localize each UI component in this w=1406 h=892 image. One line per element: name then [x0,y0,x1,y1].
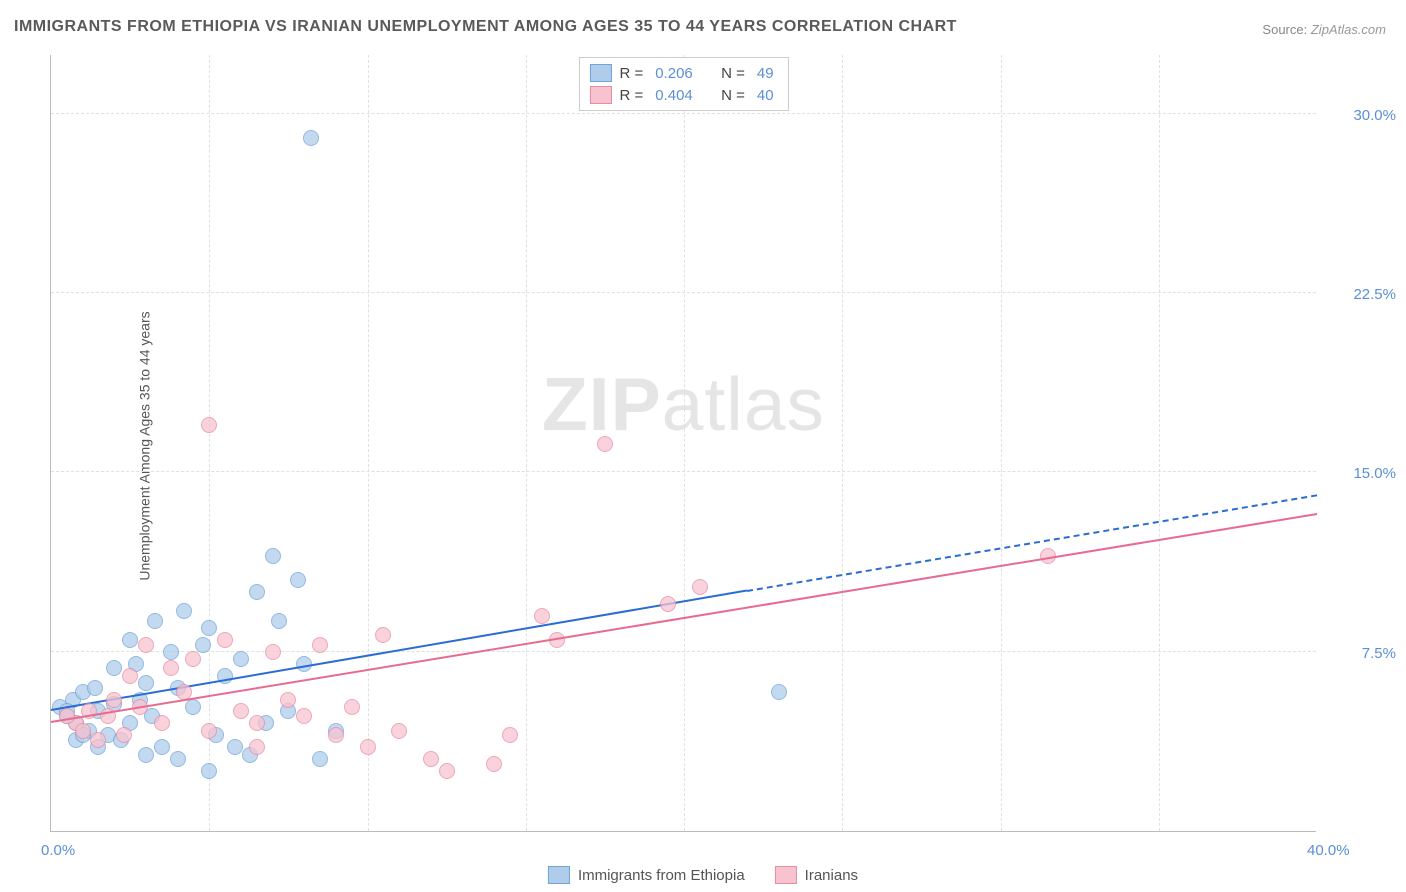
data-point [534,608,550,624]
data-point [122,632,138,648]
legend-r-value: 0.206 [655,65,693,82]
data-point [660,596,676,612]
series-legend: Immigrants from Ethiopia Iranians [548,866,858,884]
data-point [90,732,106,748]
data-point [303,130,319,146]
gridline-v [209,55,210,831]
data-point [265,548,281,564]
data-point [249,715,265,731]
y-tick-label: 22.5% [1353,286,1396,303]
correlation-legend: R = 0.206 N = 49 R = 0.404 N = 40 [578,57,788,111]
data-point [265,644,281,660]
source-value: ZipAtlas.com [1311,22,1386,37]
data-point [201,723,217,739]
data-point [87,680,103,696]
y-tick-label: 7.5% [1362,645,1396,662]
data-point [116,727,132,743]
series-legend-item: Iranians [775,866,858,884]
data-point [233,651,249,667]
legend-swatch [548,866,570,884]
data-point [154,739,170,755]
legend-n-label: N = [721,87,745,104]
watermark-light: atlas [662,362,825,446]
data-point [122,668,138,684]
trend-line-extrapolated [747,494,1317,592]
data-point [201,620,217,636]
data-point [176,603,192,619]
legend-row: R = 0.206 N = 49 [589,62,777,84]
data-point [170,751,186,767]
data-point [138,637,154,653]
data-point [138,675,154,691]
data-point [249,584,265,600]
gridline-v [1001,55,1002,831]
legend-n-value: 49 [757,65,774,82]
y-tick-label: 30.0% [1353,107,1396,124]
gridline-v [842,55,843,831]
gridline-v [684,55,685,831]
plot-area: ZIPatlas R =0.206 N =49R =0.404 N =40 7.… [50,55,1316,832]
data-point [328,727,344,743]
data-point [185,651,201,667]
data-point [771,684,787,700]
data-point [280,692,296,708]
data-point [106,660,122,676]
legend-n-label: N = [721,65,745,82]
legend-swatch [589,86,611,104]
legend-row: R = 0.404 N = 40 [589,84,777,106]
data-point [502,727,518,743]
data-point [201,417,217,433]
source-citation: Source: ZipAtlas.com [1262,22,1386,37]
data-point [391,723,407,739]
data-point [312,637,328,653]
x-tick-label: 0.0% [41,842,75,859]
data-point [360,739,376,755]
gridline-v [368,55,369,831]
series-legend-item: Immigrants from Ethiopia [548,866,745,884]
series-legend-label: Immigrants from Ethiopia [578,867,745,884]
data-point [106,692,122,708]
y-tick-label: 15.0% [1353,465,1396,482]
gridline-v [526,55,527,831]
data-point [312,751,328,767]
data-point [227,739,243,755]
data-point [185,699,201,715]
data-point [439,763,455,779]
data-point [597,436,613,452]
data-point [201,763,217,779]
data-point [290,572,306,588]
legend-n-value: 40 [757,87,774,104]
source-label: Source: [1262,22,1307,37]
data-point [75,723,91,739]
gridline-v [1159,55,1160,831]
data-point [249,739,265,755]
watermark-bold: ZIP [542,362,662,446]
x-tick-label: 40.0% [1307,842,1350,859]
data-point [163,660,179,676]
data-point [271,613,287,629]
data-point [486,756,502,772]
data-point [423,751,439,767]
legend-r-label: R = [619,65,643,82]
chart-container: IMMIGRANTS FROM ETHIOPIA VS IRANIAN UNEM… [0,0,1406,892]
data-point [233,703,249,719]
data-point [344,699,360,715]
data-point [375,627,391,643]
data-point [163,644,179,660]
series-legend-label: Iranians [805,867,858,884]
data-point [195,637,211,653]
data-point [154,715,170,731]
legend-swatch [775,866,797,884]
data-point [147,613,163,629]
chart-title: IMMIGRANTS FROM ETHIOPIA VS IRANIAN UNEM… [14,18,957,36]
data-point [138,747,154,763]
data-point [59,708,75,724]
data-point [296,708,312,724]
data-point [217,632,233,648]
legend-r-value: 0.404 [655,87,693,104]
legend-r-label: R = [619,87,643,104]
data-point [692,579,708,595]
legend-swatch [589,64,611,82]
